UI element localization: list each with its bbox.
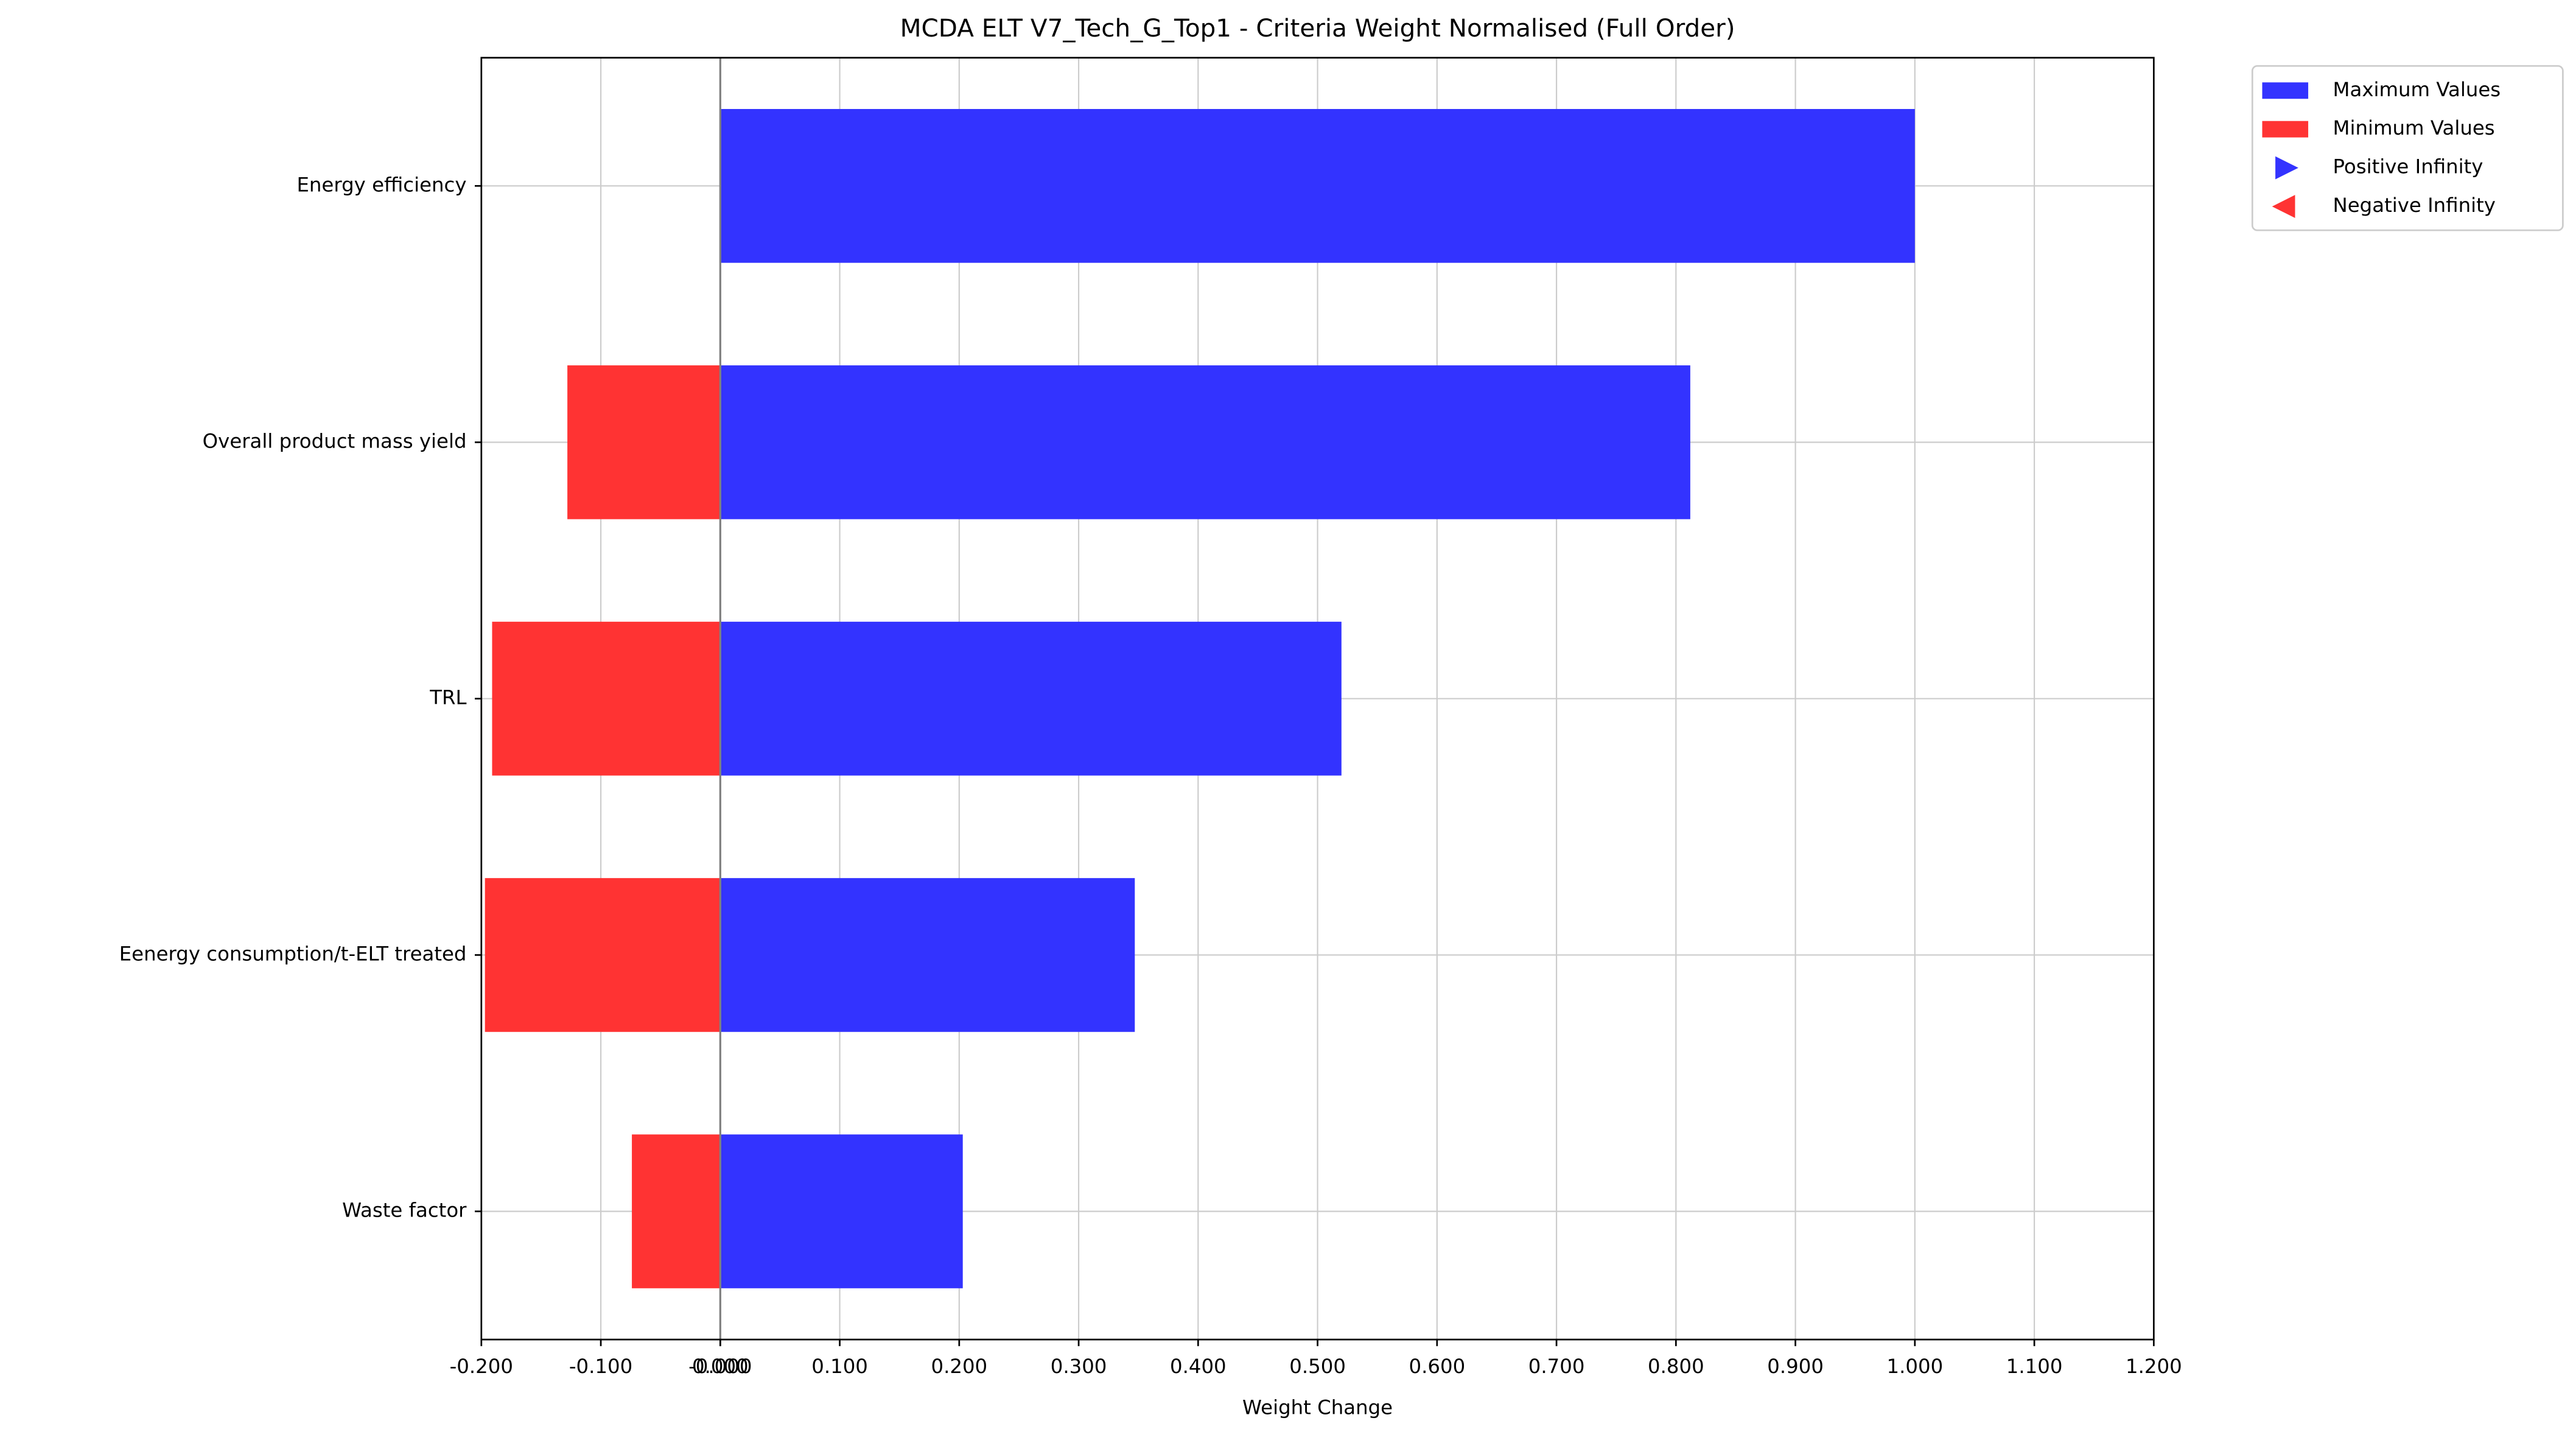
legend-marker xyxy=(2272,195,2295,218)
x-tick-label: 0.800 xyxy=(1648,1355,1704,1378)
legend-label: Minimum Values xyxy=(2333,116,2495,139)
x-tick-label: 0.900 xyxy=(1767,1355,1824,1378)
legend-box xyxy=(2251,65,2564,231)
x-tick-label: 0.700 xyxy=(1528,1355,1585,1378)
x-tick-label: 0.500 xyxy=(1289,1355,1346,1378)
bar xyxy=(632,1134,721,1288)
legend-swatch xyxy=(2262,82,2309,99)
plot-frame xyxy=(480,57,2155,1341)
bar xyxy=(720,109,1915,263)
y-tick-label: Energy efficiency xyxy=(296,173,466,196)
x-tick-label: -0.200 xyxy=(450,1355,513,1378)
bar xyxy=(720,1134,963,1288)
x-tick-label: -0.100 xyxy=(569,1355,632,1378)
legend-label: Positive Infinity xyxy=(2333,155,2483,178)
x-axis-label: Weight Change xyxy=(1242,1396,1393,1419)
bar xyxy=(720,365,1690,519)
x-tick-label: -0.000 xyxy=(688,1355,752,1378)
legend-marker xyxy=(2275,156,2298,180)
x-tick-label: 0.300 xyxy=(1051,1355,1107,1378)
x-tick-label: 0.600 xyxy=(1409,1355,1465,1378)
y-tick-label: Waste factor xyxy=(342,1198,467,1221)
x-tick-label: 0.400 xyxy=(1170,1355,1227,1378)
x-tick-label: 0.000 xyxy=(692,1355,749,1378)
bar xyxy=(720,622,1342,776)
bar xyxy=(485,878,721,1032)
bar xyxy=(720,878,1135,1032)
x-tick-label: 0.200 xyxy=(931,1355,987,1378)
y-tick-label: Overall product mass yield xyxy=(203,429,467,452)
bar xyxy=(492,622,721,776)
legend: Maximum Values Minimum Values Positive Inf… xyxy=(2251,65,2564,231)
y-tick-label: Eenergy consumption/t-ELT treated xyxy=(119,942,467,965)
chart-title: MCDA ELT V7_Tech_G_Top1 - Criteria Weigh… xyxy=(900,13,1735,43)
y-tick-label: TRL xyxy=(429,686,466,709)
legend-label: Maximum Values xyxy=(2333,78,2501,101)
legend-label: Negative Infinity xyxy=(2333,194,2496,217)
x-tick-label: 1.000 xyxy=(1887,1355,1944,1378)
x-tick-label: 0.100 xyxy=(811,1355,868,1378)
x-tick-label: 1.100 xyxy=(2006,1355,2063,1378)
bar xyxy=(567,365,721,519)
legend-swatch xyxy=(2262,121,2309,138)
x-tick-label: 1.200 xyxy=(2126,1355,2182,1378)
